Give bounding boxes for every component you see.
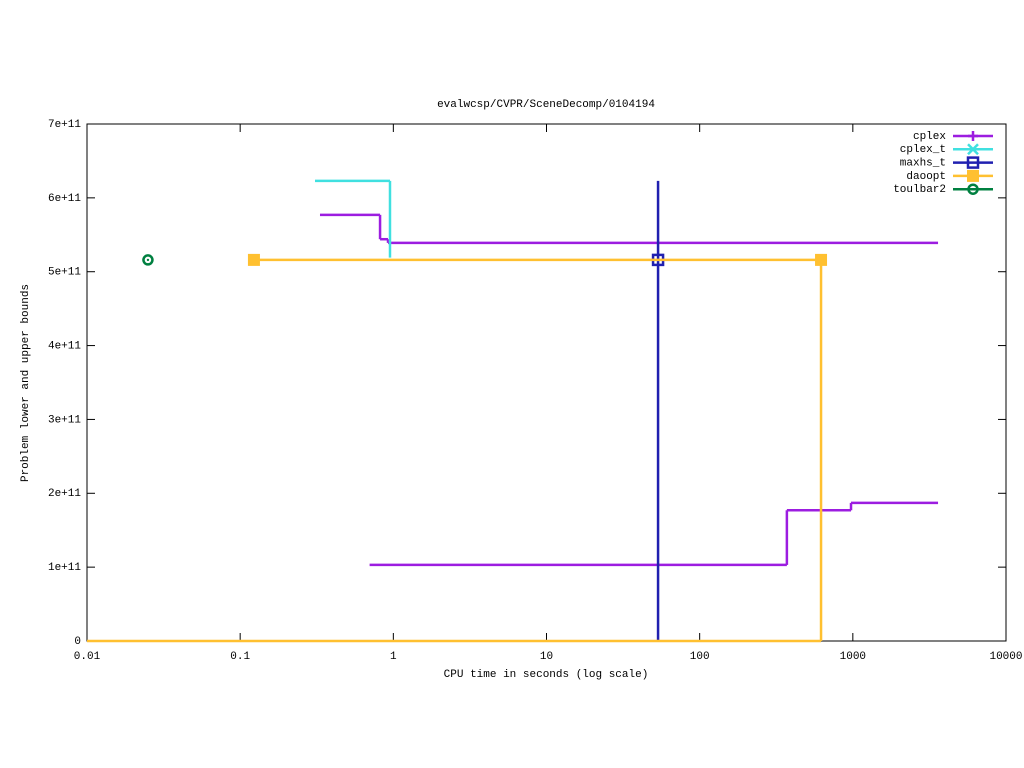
- marker: [247, 253, 260, 266]
- y-tick-label: 6e+11: [48, 193, 81, 205]
- marker-part: [971, 188, 975, 191]
- y-tick-label: 7e+11: [48, 119, 81, 131]
- y-tick-label: 0: [74, 636, 81, 648]
- plot-border: [86, 123, 1007, 642]
- x-tick-label: 1000: [840, 651, 866, 663]
- legend-label: cplex_t: [900, 144, 946, 156]
- x-tick-label: 10000: [989, 651, 1022, 663]
- x-tick-label: 0.01: [74, 651, 101, 663]
- marker: [142, 254, 154, 266]
- x-tick-label: 100: [690, 651, 710, 663]
- legend-label: cplex: [913, 131, 946, 143]
- legend-label: toulbar2: [893, 184, 946, 196]
- legend-label: daoopt: [906, 171, 946, 183]
- y-tick-label: 2e+11: [48, 488, 81, 500]
- marker-part: [967, 183, 979, 195]
- marker-part: [966, 156, 980, 169]
- y-axis-label: Problem lower and upper bounds: [20, 284, 32, 482]
- y-tick-label: 1e+11: [48, 562, 81, 574]
- y-tick-label: 3e+11: [48, 414, 81, 426]
- marker-part: [142, 254, 154, 266]
- marker-part: [815, 253, 828, 266]
- marker: [966, 156, 980, 169]
- marker: [967, 169, 979, 182]
- x-tick-label: 0.1: [230, 651, 250, 663]
- marker-part: [968, 131, 978, 141]
- x-axis-label: CPU time in seconds (log scale): [444, 669, 649, 681]
- marker-part: [247, 253, 260, 266]
- marker: [967, 183, 979, 195]
- marker: [968, 131, 978, 141]
- marker-part: [967, 143, 979, 156]
- y-tick-label: 5e+11: [48, 267, 81, 279]
- legend-label: maxhs_t: [900, 158, 946, 170]
- y-tick-label: 4e+11: [48, 340, 81, 352]
- x-tick-label: 1: [390, 651, 397, 663]
- marker-part: [146, 258, 150, 262]
- marker: [815, 253, 828, 266]
- x-tick-label: 10: [540, 651, 553, 663]
- marker: [967, 143, 979, 156]
- chart-title: evalwcsp/CVPR/SceneDecomp/0104194: [437, 99, 655, 111]
- marker-part: [967, 169, 979, 182]
